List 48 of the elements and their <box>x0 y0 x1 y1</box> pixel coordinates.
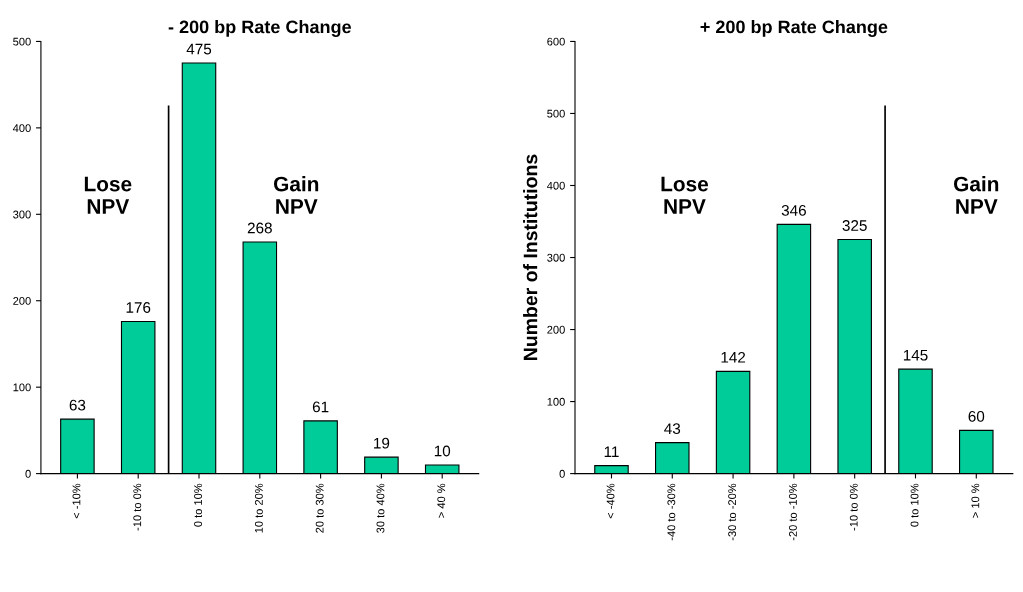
y-tick-label: 0 <box>559 469 565 478</box>
x-tick-label: > 40 % <box>437 483 446 518</box>
x-tick-label: 20 to 30% <box>315 483 324 533</box>
data-label: 325 <box>842 220 867 231</box>
data-label: 145 <box>903 349 928 361</box>
x-tick-label: -10 to 0% <box>133 483 142 531</box>
x-tick-label: 30 to 40% <box>376 483 385 533</box>
y-tick-label: 400 <box>12 124 31 133</box>
chart-title: - 200 bp Rate Change <box>168 20 351 37</box>
y-tick-label: 100 <box>13 383 31 392</box>
y-tick-label: 500 <box>547 109 565 118</box>
annotation: Lose NPV <box>661 176 709 214</box>
x-tick-label: -40 to -30% <box>667 483 676 541</box>
x-tick-label: > 10 % <box>971 483 980 518</box>
data-label: 475 <box>186 43 212 55</box>
data-label: 19 <box>374 437 390 449</box>
x-tick-label: -20 to -10% <box>789 483 797 541</box>
y-tick-label: 200 <box>547 325 565 334</box>
x-tick-label: 0 to 10% <box>194 483 202 527</box>
data-label: 61 <box>312 401 329 413</box>
data-label: 60 <box>968 410 985 422</box>
data-label: 268 <box>247 222 272 234</box>
x-tick-label: 0 to 10% <box>910 483 919 527</box>
annotation: Gain NPV <box>273 176 319 214</box>
data-label: 142 <box>721 351 746 363</box>
y-tick-label: 400 <box>547 181 565 190</box>
y-tick-label: 0 <box>25 469 31 478</box>
data-label: 346 <box>781 204 806 216</box>
x-tick-label: 10 to 20% <box>254 483 263 533</box>
annotation: Gain NPV <box>953 176 999 214</box>
y-axis-title: Number of Institutions <box>523 154 538 360</box>
data-label: 176 <box>126 302 151 313</box>
data-label: 43 <box>664 423 681 435</box>
y-tick-label: 500 <box>13 37 31 46</box>
data-label: 11 <box>604 446 619 457</box>
x-tick-label: -30 to -20% <box>728 483 737 541</box>
chart-title: + 200 bp Rate Change <box>700 20 888 37</box>
x-tick-label: -10 to 0% <box>849 483 858 531</box>
y-tick-label: 300 <box>13 210 31 219</box>
y-tick-label: 200 <box>13 297 31 305</box>
y-tick-label: 300 <box>547 253 565 262</box>
x-tick-label: < -40% <box>606 483 615 519</box>
annotation: Lose NPV <box>84 176 132 214</box>
y-tick-label: 600 <box>547 37 565 46</box>
y-tick-label: 100 <box>547 397 565 406</box>
data-label: 10 <box>434 445 451 457</box>
x-tick-label: < -10% <box>72 483 81 519</box>
data-label: 63 <box>69 399 86 411</box>
